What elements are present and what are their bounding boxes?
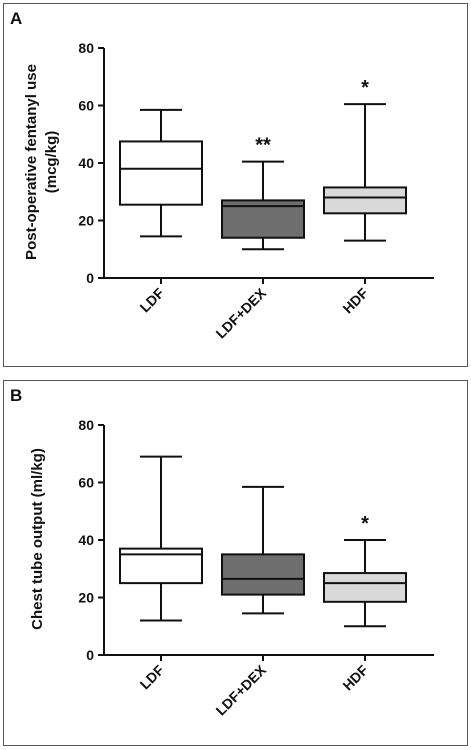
y-tick-label: 0 [86, 270, 94, 286]
y-tick-label: 0 [86, 647, 94, 663]
significance-marker: * [361, 77, 369, 99]
x-tick-label: LDF+DEX [212, 284, 269, 341]
box-ldf-dex [221, 553, 305, 596]
chart-panel-b: B Chest tube output (ml/kg) 0 20 40 60 80 LDF LD… [3, 380, 468, 746]
y-axis-label-line1: Chest tube output (ml/kg) [29, 448, 46, 630]
panel-label: A [10, 9, 22, 28]
x-tick-label: LDF [137, 661, 168, 692]
y-tick-label: 60 [78, 475, 94, 491]
box-hdf [323, 572, 407, 603]
significance-marker: * [361, 513, 369, 535]
y-tick-label: 20 [78, 590, 94, 606]
x-tick-label: HDF [339, 284, 371, 316]
y-tick-label: 80 [78, 40, 94, 56]
y-tick-label: 40 [78, 532, 94, 548]
x-tick-label: HDF [339, 661, 371, 693]
y-tick-label: 20 [78, 213, 94, 229]
y-tick-label: 40 [78, 155, 94, 171]
box-hdf [323, 186, 407, 215]
y-tick-label: 80 [78, 417, 94, 433]
y-axis-label: Post-operative fentanyl use (mcg/kg) [23, 64, 60, 260]
box-plot-fentanyl: A Post-operative fentanyl use (mcg/kg) 0 20 4… [10, 9, 434, 342]
box-plot-chest-tube: B Chest tube output (ml/kg) 0 20 40 60 80 LDF LD… [10, 386, 434, 719]
x-tick-label: LDF [137, 284, 168, 315]
box-ldf [119, 140, 203, 206]
y-axis-label-line1: Post-operative fentanyl use [23, 64, 40, 260]
x-tick-label: LDF+DEX [212, 661, 269, 718]
panel-label: B [10, 386, 22, 405]
y-axis-label: Chest tube output (ml/kg) [29, 448, 46, 630]
chart-panel-a: A Post-operative fentanyl use (mcg/kg) 0 20 4… [3, 3, 468, 367]
significance-marker: ** [255, 135, 271, 157]
y-axis-label-line2: (mcg/kg) [43, 131, 60, 194]
y-tick-label: 60 [78, 98, 94, 114]
